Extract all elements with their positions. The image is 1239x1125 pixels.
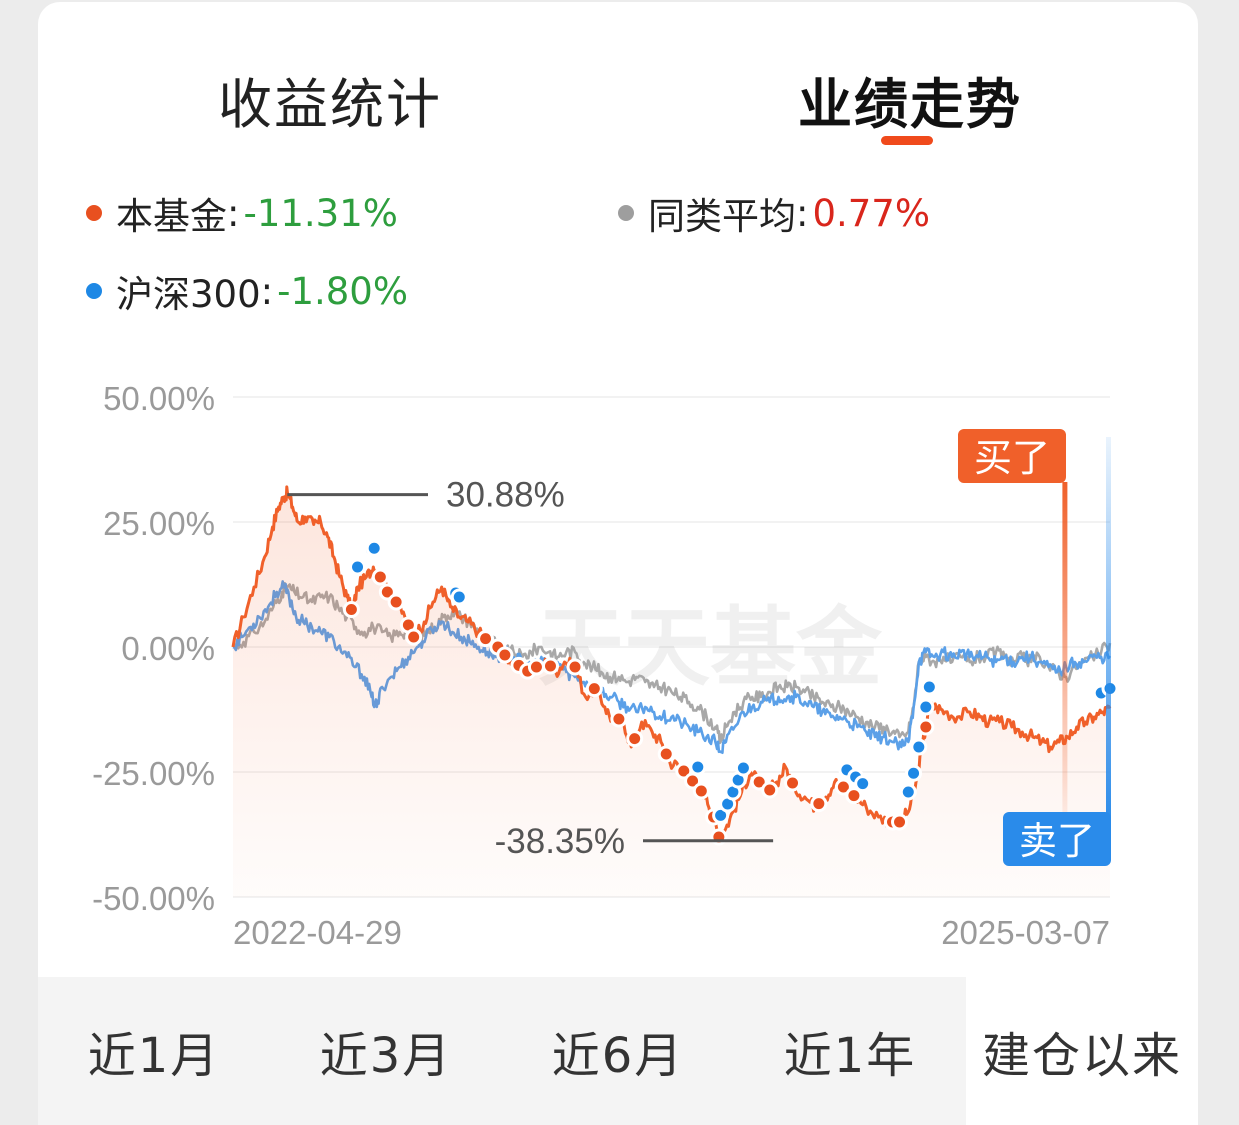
min-value-label: -38.35%	[495, 822, 625, 861]
legend-category-average: 同类平均: 0.77%	[618, 186, 930, 240]
buy-marker	[477, 630, 495, 648]
range-1-month-button[interactable]: 近1月	[87, 1028, 221, 1084]
buy-marker	[610, 710, 628, 728]
range-1-year-button[interactable]: 近1年	[783, 1028, 917, 1084]
time-range-selector: 近1月 近3月 近6月 近1年 建仓以来	[38, 977, 1198, 1125]
legend-csi300-value: -1.80%	[277, 269, 408, 313]
buy-marker	[692, 782, 710, 800]
buy-marker	[810, 795, 828, 813]
buy-marker	[761, 781, 779, 799]
sell-marker	[689, 758, 707, 776]
sell-marker	[450, 588, 468, 606]
buy-vertical-line	[1062, 482, 1068, 812]
buy-marker	[405, 628, 423, 646]
sell-marker	[734, 759, 752, 777]
marker-layer	[342, 539, 1119, 846]
legend-fund-name: 本基金	[116, 195, 227, 238]
buy-marker	[626, 730, 644, 748]
buy-marker	[657, 745, 675, 763]
range-since-inception-button[interactable]: 建仓以来	[966, 977, 1198, 1125]
sell-tag	[1003, 812, 1111, 866]
legend-category-average-value: 0.77%	[812, 191, 931, 235]
range-6-months-button[interactable]: 近6月	[551, 1028, 685, 1084]
legend-csi300-name: 沪深300	[116, 273, 261, 316]
legend-csi300-dot	[86, 283, 102, 299]
tick-layer: 50.00% 25.00% 0.00% -25.00% -50.00% 2022-04-2…	[92, 382, 1110, 951]
buy-marker	[891, 813, 909, 831]
buy-tag-label: 买了	[974, 436, 1050, 480]
buy-marker	[566, 658, 584, 676]
sell-vertical-line	[1106, 437, 1111, 827]
sell-marker	[920, 678, 938, 696]
buy-marker	[496, 646, 514, 664]
buy-marker	[527, 658, 545, 676]
y-tick-label: 50.00%	[103, 382, 215, 417]
buy-marker	[342, 601, 360, 618]
buy-marker	[541, 657, 559, 675]
buy-marker	[845, 787, 863, 805]
buy-marker	[834, 778, 852, 796]
buy-marker	[371, 568, 389, 586]
legend-fund: 本基金: -11.31%	[86, 186, 398, 240]
y-tick-label: 0.00%	[121, 630, 215, 667]
performance-card: 收益统计 业绩走势 本基金: -11.31% 同类平均: 0.77% 沪深300…	[38, 2, 1198, 1125]
tab-performance-trend[interactable]: 业绩走势	[798, 73, 1022, 136]
max-value-label: 30.88%	[446, 476, 565, 515]
sell-marker	[917, 698, 935, 716]
buy-marker	[784, 774, 802, 792]
legend-fund-dot	[86, 205, 102, 221]
y-tick-label: -25.00%	[92, 755, 215, 792]
fund-area	[233, 486, 1110, 897]
legend-category-average-dot	[618, 205, 634, 221]
y-tick-label: -50.00%	[92, 880, 215, 917]
legend-fund-value: -11.31%	[243, 191, 398, 235]
buy-marker	[387, 593, 405, 611]
x-tick-label: 2025-03-07	[941, 914, 1110, 951]
buy-marker	[585, 680, 603, 698]
sell-marker	[910, 738, 928, 756]
x-tick-label: 2022-04-29	[233, 914, 402, 951]
active-tab-indicator	[881, 136, 933, 145]
legend-csi300: 沪深300: -1.80%	[86, 264, 408, 318]
sell-marker	[349, 558, 367, 576]
sell-marker	[854, 775, 872, 793]
sell-marker	[365, 539, 383, 557]
range-3-months-button[interactable]: 近3月	[319, 1028, 453, 1084]
sell-tag-label: 卖了	[1019, 819, 1095, 863]
buy-tag	[958, 429, 1066, 483]
y-tick-label: 25.00%	[103, 505, 215, 542]
sell-marker	[899, 783, 917, 801]
legend-category-average-name: 同类平均	[648, 195, 796, 238]
sell-marker	[905, 764, 923, 782]
tab-return-statistics[interactable]: 收益统计	[218, 73, 442, 136]
buy-marker	[917, 718, 935, 736]
